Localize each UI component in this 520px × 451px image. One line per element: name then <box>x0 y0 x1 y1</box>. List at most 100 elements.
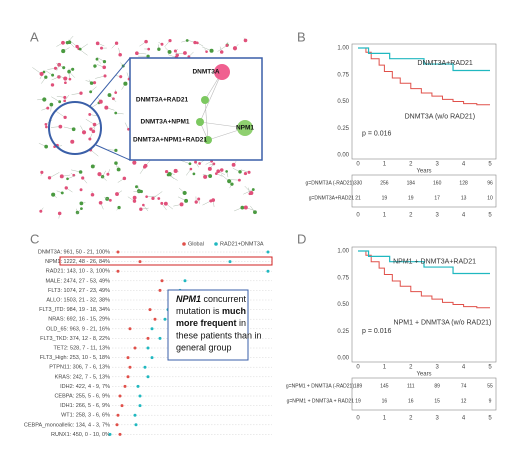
node <box>63 76 68 81</box>
node <box>151 196 155 200</box>
node <box>207 166 212 171</box>
node <box>65 40 70 45</box>
node <box>75 44 79 49</box>
node <box>53 66 58 70</box>
node <box>93 64 97 68</box>
y-tick-label: 0.50 <box>337 99 349 105</box>
node <box>61 40 65 45</box>
x-tick-label: 0 <box>356 162 360 168</box>
x-tick-label: 0 <box>356 416 360 422</box>
node <box>44 122 48 126</box>
dot <box>128 327 132 331</box>
edge <box>186 168 192 176</box>
annotation: mutation is much <box>176 306 246 316</box>
risk-group: g=NPM1 + DNMT3A (-RAD21) <box>286 383 354 389</box>
node <box>90 192 95 197</box>
survival-curve <box>358 47 490 106</box>
edge <box>217 45 228 52</box>
node <box>225 43 229 47</box>
node <box>135 51 139 56</box>
node <box>88 113 92 116</box>
node <box>57 62 62 67</box>
edge <box>146 195 157 197</box>
node <box>209 48 214 53</box>
node <box>243 38 248 43</box>
risk-count: 21 <box>355 195 361 201</box>
risk-count: 10 <box>487 195 493 201</box>
panel-label: B <box>297 29 306 44</box>
node <box>46 106 50 110</box>
node <box>47 176 52 180</box>
node <box>57 75 61 79</box>
row-label: DNMT3A: 961, 50 - 21, 100% <box>38 249 110 255</box>
y-tick-label: 0.75 <box>337 275 349 281</box>
node <box>214 64 230 80</box>
node <box>108 198 112 202</box>
node <box>62 66 66 70</box>
node <box>132 199 137 203</box>
p-value: p = 0.016 <box>362 130 391 137</box>
node <box>145 195 148 198</box>
dot <box>148 308 152 312</box>
node <box>71 127 76 132</box>
row-label: ALLO: 1503, 21 - 32, 38% <box>46 297 110 303</box>
risk-count: 160 <box>433 180 442 186</box>
node <box>81 176 85 180</box>
node <box>79 91 83 95</box>
x-tick-label: 3 <box>436 416 440 422</box>
node <box>185 39 189 42</box>
node <box>193 40 197 45</box>
risk-count: 96 <box>487 180 493 186</box>
x-tick-label: 3 <box>436 365 440 371</box>
annotation: more frequent in <box>176 318 246 328</box>
risk-count: 15 <box>434 398 440 404</box>
x-axis-label: Years <box>416 169 431 175</box>
dot <box>158 288 162 292</box>
node <box>112 97 115 101</box>
risk-frame <box>351 377 497 411</box>
dot <box>146 375 150 379</box>
node <box>164 169 169 174</box>
node <box>227 179 232 184</box>
edge <box>152 191 163 199</box>
panel-label: C <box>30 231 39 246</box>
node <box>58 100 62 104</box>
node <box>70 139 75 144</box>
edge <box>95 75 106 79</box>
node <box>160 42 164 46</box>
node <box>251 188 255 192</box>
node <box>63 95 67 99</box>
node <box>107 93 112 97</box>
node <box>79 188 83 192</box>
node <box>39 209 43 213</box>
dot <box>118 432 122 436</box>
dot <box>266 250 270 254</box>
node <box>135 185 139 189</box>
node <box>194 200 198 204</box>
dot <box>146 346 150 350</box>
x-tick-label: 5 <box>488 416 492 422</box>
node <box>114 161 118 165</box>
node <box>58 124 63 129</box>
node <box>167 49 172 54</box>
node-label: DNMT3A+RAD21 <box>136 97 189 104</box>
x-tick-label: 1 <box>383 213 387 219</box>
node <box>114 91 118 94</box>
annotation-part: NPM1 <box>176 294 201 304</box>
node <box>63 115 67 120</box>
survival-curve <box>358 250 490 275</box>
dot <box>128 365 132 369</box>
dot <box>143 365 147 369</box>
x-tick-label: 5 <box>488 213 492 219</box>
node <box>51 192 56 197</box>
node <box>122 176 127 181</box>
node <box>95 41 100 46</box>
annotation: general group <box>176 342 232 352</box>
legend-dot <box>182 242 186 246</box>
dot <box>116 269 120 273</box>
node <box>78 170 83 174</box>
node <box>144 39 148 44</box>
node <box>240 205 245 210</box>
row-label: FLT3_ITD: 984, 19 - 18, 34% <box>39 307 110 313</box>
node <box>98 200 103 205</box>
